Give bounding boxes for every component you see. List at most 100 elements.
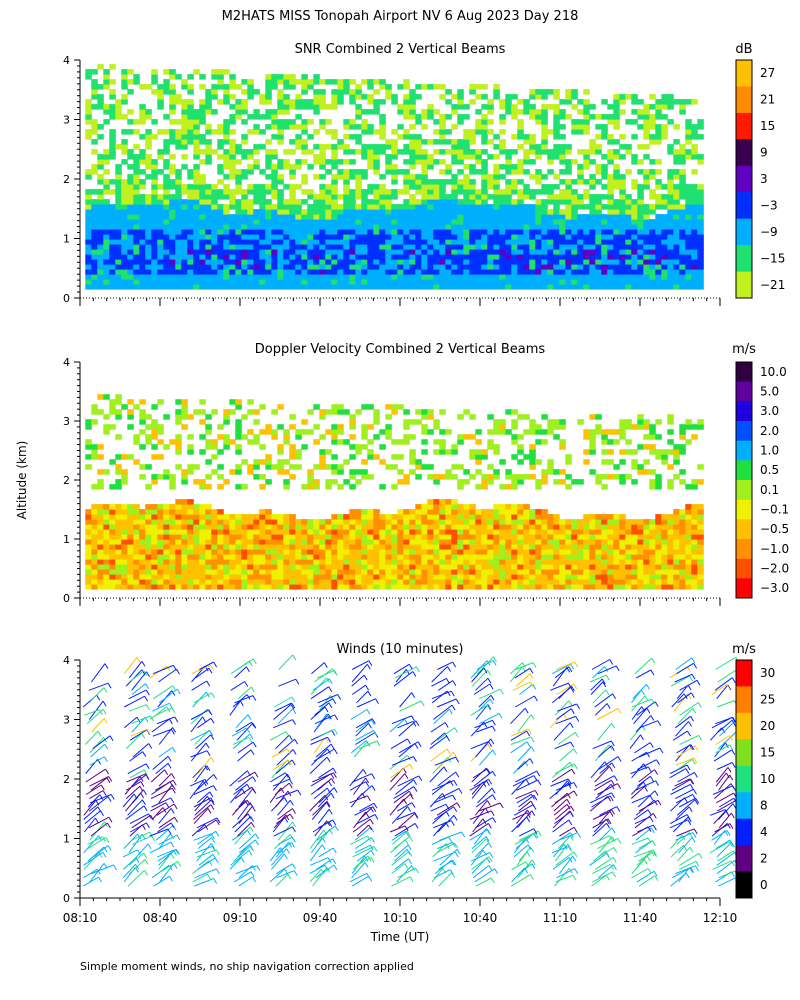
data-cell [613, 119, 620, 125]
data-cell [571, 259, 578, 265]
data-cell [649, 209, 656, 215]
data-cell [325, 274, 332, 280]
data-cell [97, 164, 104, 170]
data-cell [373, 169, 380, 175]
data-cell [403, 524, 410, 530]
data-cell [277, 564, 284, 570]
data-cell [163, 504, 170, 510]
data-cell [115, 194, 122, 200]
data-cell [109, 459, 116, 465]
data-cell [643, 229, 650, 235]
data-cell [307, 534, 314, 540]
data-cell [295, 539, 302, 545]
data-cell [349, 434, 356, 440]
data-cell [457, 224, 464, 230]
data-cell [625, 279, 632, 285]
data-cell [169, 549, 176, 555]
data-cell [223, 209, 230, 215]
data-cell [523, 524, 530, 530]
data-cell [535, 579, 542, 585]
data-cell [211, 109, 218, 115]
data-cell [295, 114, 302, 120]
data-cell [547, 254, 554, 260]
data-cell [187, 194, 194, 200]
data-cell [277, 124, 284, 130]
data-cell [469, 139, 476, 145]
data-cell [421, 109, 428, 115]
data-cell [595, 214, 602, 220]
data-cell [559, 254, 566, 260]
data-cell [97, 179, 104, 185]
data-cell [211, 514, 218, 520]
data-cell [271, 154, 278, 160]
colorbar-swatch [736, 218, 752, 246]
data-cell [259, 234, 266, 240]
data-cell [559, 214, 566, 220]
data-cell [655, 109, 662, 115]
data-cell [235, 269, 242, 275]
data-cell [697, 274, 704, 280]
data-cell [295, 164, 302, 170]
data-cell [151, 234, 158, 240]
data-cell [409, 104, 416, 110]
data-cell [169, 269, 176, 275]
data-cell [259, 259, 266, 265]
data-cell [277, 209, 284, 215]
data-cell [115, 534, 122, 540]
data-cell [475, 259, 482, 265]
data-cell [409, 239, 416, 245]
data-cell [481, 204, 488, 210]
data-cell [139, 579, 146, 585]
data-cell [361, 459, 368, 465]
data-cell [211, 89, 218, 95]
data-cell [145, 464, 152, 470]
data-cell [337, 519, 344, 525]
data-cell [571, 189, 578, 195]
data-cell [601, 229, 608, 235]
data-cell [253, 284, 260, 290]
data-cell [391, 569, 398, 575]
data-cell [355, 564, 362, 570]
data-cell [331, 409, 338, 415]
data-cell [385, 139, 392, 145]
data-cell [511, 279, 518, 285]
data-cell [139, 219, 146, 225]
data-cell [109, 279, 116, 285]
data-cell [241, 214, 248, 220]
data-cell [385, 274, 392, 280]
data-cell [139, 269, 146, 275]
data-cell [367, 259, 374, 265]
data-cell [457, 564, 464, 570]
data-cell [655, 259, 662, 265]
data-cell [625, 219, 632, 225]
data-cell [187, 499, 194, 505]
data-cell [475, 279, 482, 285]
data-cell [265, 569, 272, 575]
data-cell [655, 219, 662, 225]
data-cell [199, 434, 206, 440]
data-cell [127, 199, 134, 205]
data-cell [235, 114, 242, 120]
data-cell [535, 154, 542, 160]
data-cell [85, 529, 92, 535]
data-cell [313, 154, 320, 160]
data-cell [367, 154, 374, 160]
data-cell [355, 529, 362, 535]
data-cell [565, 229, 572, 235]
data-cell [469, 164, 476, 170]
data-cell [157, 149, 164, 155]
data-cell [229, 584, 236, 590]
data-cell [229, 79, 236, 85]
data-cell [295, 544, 302, 550]
data-cell [283, 204, 290, 210]
data-cell [235, 229, 242, 235]
data-cell [181, 539, 188, 545]
data-cell [127, 254, 134, 260]
data-cell [199, 189, 206, 195]
data-cell [361, 129, 368, 135]
data-cell [247, 169, 254, 175]
data-cell [307, 544, 314, 550]
data-cell [331, 89, 338, 95]
data-cell [253, 544, 260, 550]
data-cell [163, 184, 170, 190]
